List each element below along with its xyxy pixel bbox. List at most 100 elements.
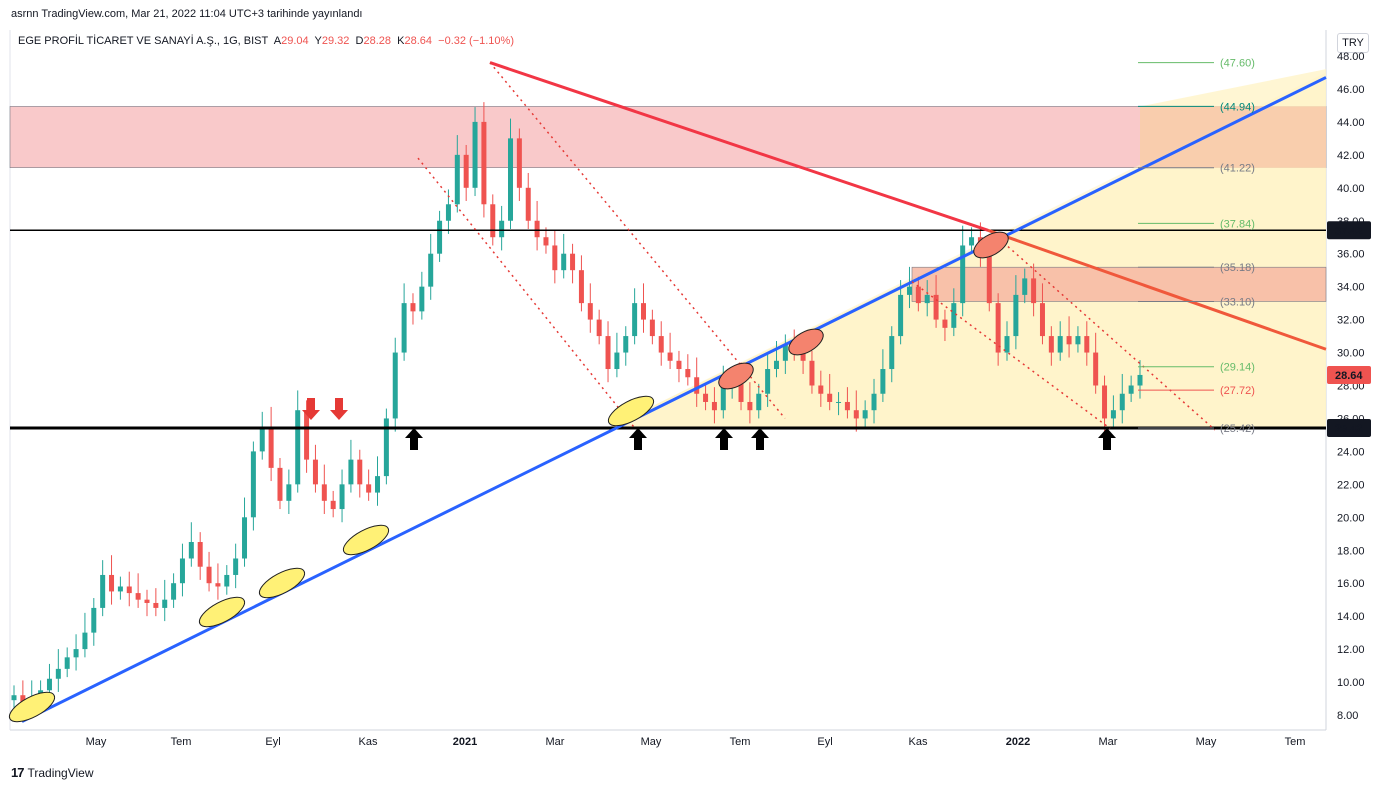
fib-level-label: (35.18) bbox=[1220, 262, 1255, 274]
x-tick-label: Tem bbox=[171, 736, 192, 748]
candle bbox=[658, 321, 664, 366]
x-tick-label: Kas bbox=[359, 736, 378, 748]
candle bbox=[924, 280, 930, 317]
fib-level-label: (29.14) bbox=[1220, 362, 1255, 374]
candle-body bbox=[295, 410, 301, 485]
candle-body bbox=[525, 187, 531, 221]
candle bbox=[933, 275, 939, 328]
level-25-label: 25.42 bbox=[1335, 423, 1363, 435]
candle-body bbox=[46, 678, 52, 691]
candle bbox=[1039, 283, 1045, 345]
candle-body bbox=[392, 352, 398, 419]
candle-body bbox=[490, 204, 496, 238]
candle bbox=[534, 200, 540, 251]
currency-button[interactable]: TRY bbox=[1337, 33, 1369, 53]
candle-body bbox=[268, 426, 274, 468]
candle bbox=[171, 573, 177, 608]
candle bbox=[685, 354, 691, 386]
resistance-zone bbox=[9, 106, 1327, 169]
candle bbox=[543, 227, 549, 254]
x-tick-label: Eyl bbox=[265, 736, 280, 748]
candle bbox=[162, 579, 168, 622]
candle-body bbox=[419, 286, 425, 312]
candle-body bbox=[747, 401, 753, 411]
candle bbox=[818, 370, 824, 407]
y-tick-label: 36.00 bbox=[1337, 249, 1365, 261]
candle bbox=[525, 172, 531, 229]
candle bbox=[995, 293, 1001, 366]
candle bbox=[197, 532, 203, 580]
candle bbox=[871, 378, 877, 424]
x-tick-label: Eyl bbox=[817, 736, 832, 748]
candle bbox=[1075, 326, 1081, 353]
candle-body bbox=[109, 574, 115, 592]
candle-body bbox=[915, 286, 921, 304]
candle bbox=[153, 588, 159, 617]
low-label: D bbox=[355, 35, 364, 47]
candle bbox=[499, 205, 505, 251]
touch-ellipse bbox=[342, 524, 390, 556]
fib-level-label: (37.84) bbox=[1220, 218, 1255, 230]
candle bbox=[747, 382, 753, 424]
candle bbox=[711, 387, 717, 424]
candle bbox=[286, 469, 292, 515]
published-info: asrnn TradingView.com, Mar 21, 2022 11:0… bbox=[11, 8, 363, 20]
candle bbox=[357, 449, 363, 498]
candle-body bbox=[605, 336, 611, 370]
candle bbox=[703, 383, 709, 411]
candle-body bbox=[153, 602, 159, 608]
sell-arrow-icon bbox=[302, 398, 320, 420]
candle-body bbox=[596, 319, 602, 337]
candle bbox=[889, 326, 895, 383]
candle-body bbox=[454, 154, 460, 205]
candle bbox=[1119, 373, 1125, 424]
candle bbox=[490, 194, 496, 246]
candle-body bbox=[215, 583, 221, 587]
candle bbox=[117, 576, 123, 600]
open-label: A bbox=[273, 35, 282, 47]
candle bbox=[321, 464, 327, 515]
y-tick-label: 20.00 bbox=[1337, 512, 1365, 524]
buy-arrow-icon bbox=[629, 428, 647, 450]
buy-arrow-icon bbox=[751, 428, 769, 450]
candle bbox=[969, 227, 975, 254]
candle-body bbox=[1031, 278, 1037, 304]
candle-body bbox=[481, 121, 487, 205]
candle-body bbox=[162, 599, 168, 608]
candle bbox=[570, 243, 576, 284]
candle-body bbox=[933, 294, 939, 320]
candle-body bbox=[1128, 385, 1134, 394]
candle-body bbox=[587, 303, 593, 320]
candle bbox=[437, 210, 443, 262]
channel-lower-2 bbox=[911, 281, 1111, 429]
candle-body bbox=[197, 542, 203, 567]
candle bbox=[73, 634, 79, 671]
candle-body bbox=[1119, 393, 1125, 411]
y-tick-label: 34.00 bbox=[1337, 282, 1365, 294]
y-tick-label: 8.00 bbox=[1337, 710, 1358, 722]
y-tick-label: 48.00 bbox=[1337, 51, 1365, 63]
high-label: Y bbox=[314, 35, 322, 47]
candle-body bbox=[508, 138, 514, 221]
candle bbox=[481, 102, 487, 218]
candle-body bbox=[667, 352, 673, 361]
candle bbox=[295, 390, 301, 493]
candle bbox=[765, 354, 771, 407]
touch-ellipse bbox=[198, 596, 246, 628]
fib-level-label: (41.22) bbox=[1220, 163, 1255, 175]
ascending-trendline bbox=[21, 76, 1327, 723]
candle-body bbox=[499, 220, 505, 238]
fib-overlap-zone bbox=[1140, 106, 1326, 168]
y-tick-label: 42.00 bbox=[1337, 150, 1365, 162]
candle bbox=[694, 357, 700, 407]
candle-body bbox=[242, 517, 248, 559]
symbol-name[interactable]: EGE PROFİL TİCARET VE SANAYİ A.Ş., 1G, B… bbox=[18, 35, 269, 47]
candle-body bbox=[224, 574, 230, 587]
candle-body bbox=[472, 121, 478, 188]
candle bbox=[366, 469, 372, 501]
candle-body bbox=[366, 484, 372, 493]
level-37-label: 37.42 bbox=[1335, 225, 1363, 237]
rejection-ellipse bbox=[718, 362, 754, 390]
level-25-badge bbox=[1327, 419, 1371, 438]
